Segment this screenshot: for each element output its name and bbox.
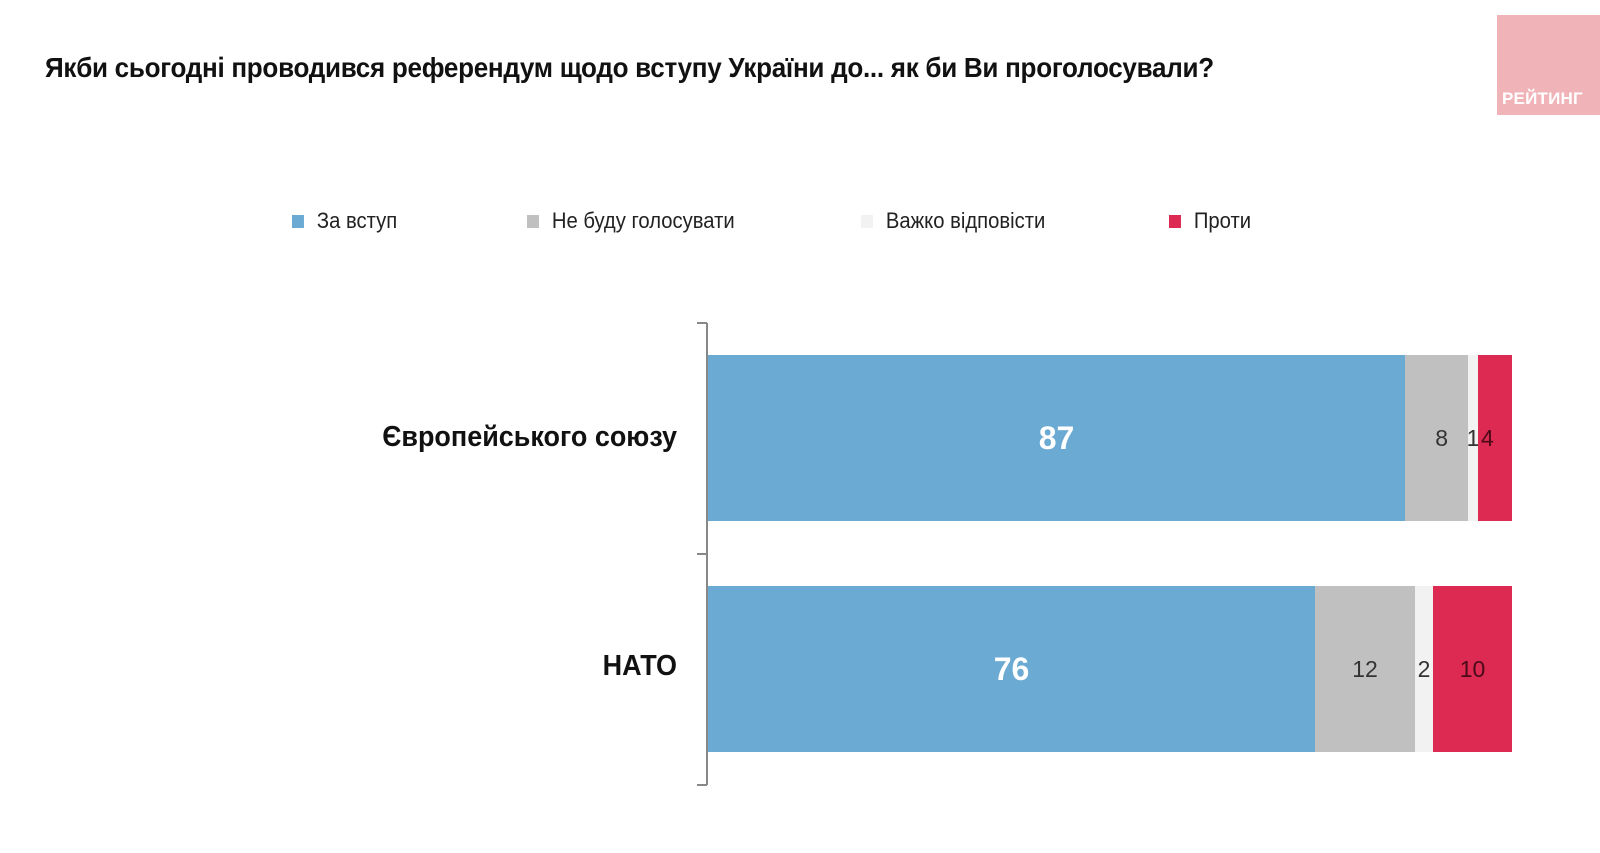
segment-for: 76 bbox=[708, 586, 1315, 752]
segment-wont-vote: 8 bbox=[1405, 355, 1468, 521]
legend-item-against: Проти bbox=[1169, 208, 1251, 234]
legend-swatch-blue-icon bbox=[292, 214, 304, 228]
bar-nato: 76 12 2 10 bbox=[708, 586, 1512, 752]
legend-label: Не буду голосувати bbox=[551, 208, 735, 233]
legend-swatch-lightgrey-icon bbox=[861, 214, 873, 228]
axis-tick bbox=[697, 553, 707, 555]
segment-against: 10 bbox=[1433, 586, 1512, 752]
axis-tick bbox=[697, 322, 707, 324]
legend-label: Важко відповісти bbox=[885, 208, 1046, 233]
logo-text: РЕЙТИНГ bbox=[1502, 89, 1583, 108]
value-label: 8 bbox=[1435, 424, 1448, 451]
value-label: 4 bbox=[1481, 424, 1494, 451]
segment-for: 87 bbox=[708, 355, 1405, 521]
legend-item-wont-vote: Не буду голосувати bbox=[527, 208, 735, 234]
legend-label: Проти bbox=[1193, 208, 1252, 233]
category-axis bbox=[706, 323, 708, 785]
segment-hard-to-say: 2 bbox=[1415, 586, 1433, 752]
legend-swatch-red-icon bbox=[1169, 214, 1181, 228]
legend-label: За вступ bbox=[316, 208, 398, 233]
legend-item-hard-to-say: Важко відповісти bbox=[861, 208, 1045, 234]
segment-hard-to-say: 1 bbox=[1467, 355, 1479, 521]
legend: За вступ Не буду голосувати Важко відпов… bbox=[0, 208, 1600, 234]
segment-against: 4 bbox=[1478, 355, 1512, 521]
legend-swatch-grey-icon bbox=[527, 214, 539, 228]
rating-logo: РЕЙТИНГ bbox=[1497, 15, 1600, 115]
category-label-nato: НАТО bbox=[602, 650, 677, 682]
bar-eu: 87 8 1 4 bbox=[708, 355, 1512, 521]
chart-title: Якби сьогодні проводився референдум щодо… bbox=[45, 52, 1214, 83]
legend-item-for: За вступ bbox=[292, 208, 397, 234]
axis-tick bbox=[697, 784, 707, 786]
segment-wont-vote: 12 bbox=[1315, 586, 1415, 752]
category-label-eu: Європейського союзу bbox=[382, 421, 677, 453]
